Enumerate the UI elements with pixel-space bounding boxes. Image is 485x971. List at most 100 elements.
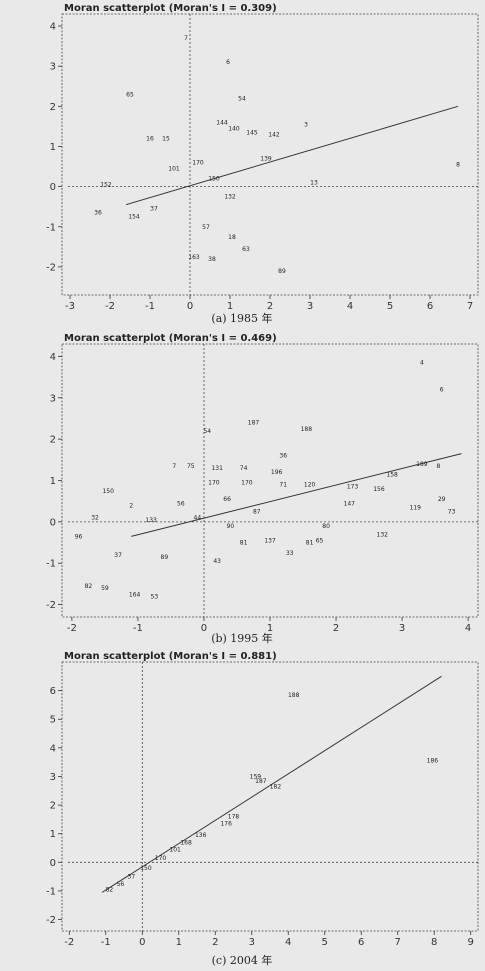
data-point-label: 133 <box>145 517 157 524</box>
data-point-label: 53 <box>151 593 159 600</box>
data-point-label: 8 <box>456 162 460 169</box>
y-tick-label: 4 <box>50 743 56 754</box>
data-point-label: 189 <box>416 461 428 468</box>
data-point-label: 101 <box>169 846 181 853</box>
y-tick-label: 0 <box>50 858 56 869</box>
chart-svg-1995: Moran scatterplot (Moran's I = 0.469) -2 -… <box>46 333 479 645</box>
data-point-label: 59 <box>101 585 109 592</box>
y-tick-label: 0 <box>50 182 56 193</box>
data-point-label: 36 <box>279 453 287 460</box>
moran-scatterplot-2004: Moran scatterplot (Moran's I = 0.881) -2-… <box>0 648 485 971</box>
data-point-label: 164 <box>129 591 141 598</box>
x-tick-label: 3 <box>249 937 255 948</box>
moran-scatterplot-1995: Moran scatterplot (Moran's I = 0.469) -2 -… <box>0 330 485 648</box>
x-tick-label: 6 <box>358 937 364 948</box>
x-tick-label: 2 <box>212 937 218 948</box>
y-tick-label: 2 <box>50 435 56 446</box>
data-point-label: 139 <box>260 156 272 163</box>
data-point-label: 176 <box>220 821 232 828</box>
chart-svg-2004: Moran scatterplot (Moran's I = 0.881)-2-… <box>46 651 479 967</box>
y-tick-label: -1 <box>46 222 56 233</box>
data-point-label: 66 <box>223 496 231 503</box>
y-tick-label: 3 <box>50 772 56 783</box>
chart-svg-1985: Moran scatterplot (Moran's I = 0.309) -3 -… <box>46 3 479 325</box>
data-point-label: 150 <box>140 865 152 872</box>
moran-scatterplot-1985: Moran scatterplot (Moran's I = 0.309) -3 -… <box>0 0 485 330</box>
x-tick-label: 5 <box>387 301 393 312</box>
data-point-label: 159 <box>250 773 262 780</box>
y-tick-label: 1 <box>50 476 56 487</box>
data-point-label: 156 <box>373 486 385 493</box>
x-tick-label: 6 <box>427 301 433 312</box>
data-point-label: 81 <box>306 540 314 547</box>
x-tick-label: 0 <box>139 937 145 948</box>
x-tick-label: 4 <box>285 937 291 948</box>
data-point-label: 13 <box>310 180 318 187</box>
data-point-label: 132 <box>377 531 389 538</box>
data-point-label: 38 <box>208 256 216 263</box>
y-tick-label: -1 <box>46 559 56 570</box>
data-point-label: 170 <box>241 480 253 487</box>
data-point-label: 15 <box>162 135 170 142</box>
y-tick-label: 2 <box>50 801 56 812</box>
x-tick-label: 3 <box>399 623 405 634</box>
x-tick-label: 7 <box>467 301 473 312</box>
data-point-label: 154 <box>128 214 140 221</box>
data-point-label: 150 <box>208 176 220 183</box>
y-tick-label: 5 <box>50 715 56 726</box>
chart-caption: (b) 1995 年 <box>211 631 273 645</box>
data-point-label: 96 <box>75 533 83 540</box>
data-point-label: 8 <box>436 463 440 470</box>
regression-line <box>125 105 459 206</box>
data-point-label: 6 <box>440 387 444 394</box>
data-point-label: 101 <box>168 166 180 173</box>
data-point-label: 140 <box>228 125 240 132</box>
data-point-label: 89 <box>278 268 286 275</box>
data-point-label: 2 <box>129 502 133 509</box>
data-point-label: 80 <box>322 523 330 530</box>
y-tick-label: 3 <box>50 62 56 73</box>
data-point-label: 82 <box>106 887 114 894</box>
y-tick-label: 2 <box>50 102 56 113</box>
x-tick-label: 2 <box>333 623 339 634</box>
data-point-label: 37 <box>150 206 158 213</box>
x-tick-label: 3 <box>307 301 313 312</box>
data-point-label: 74 <box>240 465 248 472</box>
data-point-label: 147 <box>344 500 356 507</box>
y-tick-label: -2 <box>46 600 56 611</box>
data-point-label: 144 <box>216 119 228 126</box>
data-point-label: 132 <box>224 194 236 201</box>
data-point-label: 158 <box>386 471 398 478</box>
data-point-label: 4 <box>420 360 424 367</box>
chart-title: Moran scatterplot (Moran's I = 0.469) <box>64 333 277 344</box>
data-point-label: 81 <box>240 540 248 547</box>
regression-line <box>131 453 462 537</box>
data-point-label: 73 <box>448 509 456 516</box>
y-tick-label: -1 <box>46 886 56 897</box>
data-point-label: 33 <box>286 550 294 557</box>
data-point-label: 186 <box>427 758 439 765</box>
data-point-label: 29 <box>438 496 446 503</box>
x-tick-label: -2 <box>105 301 115 312</box>
x-tick-label: 8 <box>431 937 437 948</box>
data-point-label: 7 <box>172 463 176 470</box>
data-point-label: 173 <box>347 484 359 491</box>
x-tick-label: 0 <box>201 623 207 634</box>
data-point-label: 65 <box>316 537 324 544</box>
y-tick-label: -2 <box>46 915 56 926</box>
data-point-label: 18 <box>228 234 236 241</box>
data-point-label: 32 <box>91 515 99 522</box>
data-point-label: 170 <box>208 480 220 487</box>
x-tick-label: -1 <box>145 301 155 312</box>
data-point-label: 16 <box>146 135 154 142</box>
data-point-label: 87 <box>253 509 261 516</box>
x-tick-label: -3 <box>65 301 75 312</box>
x-tick-label: 2 <box>267 301 273 312</box>
data-point-label: 182 <box>270 783 282 790</box>
data-point-label: 168 <box>180 839 192 846</box>
data-point-label: 163 <box>188 254 200 261</box>
data-point-label: 71 <box>279 482 287 489</box>
data-point-label: 137 <box>264 537 276 544</box>
chart-title: Moran scatterplot (Moran's I = 0.309) <box>64 3 277 14</box>
data-point-label: 150 <box>102 488 114 495</box>
